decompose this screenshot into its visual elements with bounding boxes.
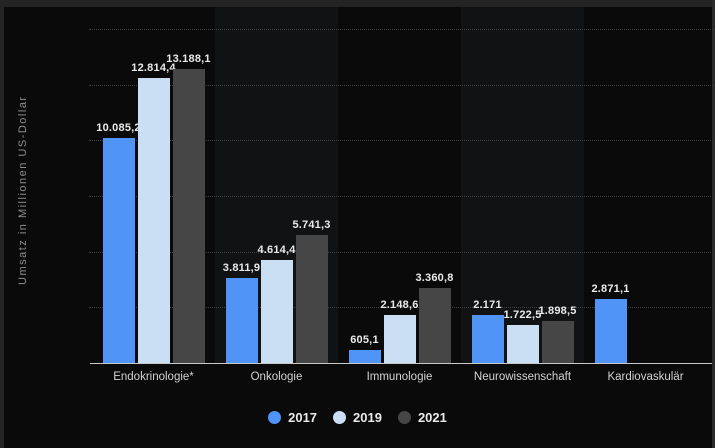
bar-2017-1[interactable] — [225, 278, 258, 363]
frame-left-edge — [0, 0, 4, 448]
value-label: 4.614,4 — [257, 244, 296, 257]
value-label: 3.811,9 — [222, 262, 261, 275]
bar-2017-3[interactable] — [471, 314, 504, 363]
bar-2019-0[interactable] — [137, 77, 170, 363]
value-label: 10.085,2 — [96, 122, 141, 135]
category-label: Endokrinologie* — [113, 371, 194, 383]
bar-2021-1[interactable] — [295, 235, 328, 363]
gridline — [89, 29, 713, 30]
gridline — [89, 196, 713, 197]
legend-label: 2019 — [353, 409, 382, 425]
legend-swatch-icon — [333, 410, 347, 424]
legend-item-2021[interactable]: 2021 — [397, 409, 447, 425]
frame-top-edge — [0, 0, 715, 7]
legend: 2017 2019 2021 — [0, 405, 715, 429]
legend-label: 2017 — [288, 409, 318, 425]
frame-right-edge — [712, 0, 715, 448]
legend-label: 2021 — [417, 409, 447, 425]
category-band — [461, 7, 584, 363]
gridline — [89, 84, 713, 86]
gridline — [89, 307, 713, 309]
bar-2019-3[interactable] — [506, 324, 539, 363]
value-label: 12.814,4 — [131, 61, 176, 74]
bar-2019-2[interactable] — [383, 315, 416, 363]
category-label: Neurowissenschaft — [473, 371, 572, 383]
value-label: 2.871,1 — [591, 283, 630, 296]
y-axis-title: Umsatz in Millionen US-Dollar — [17, 95, 29, 285]
legend-item-2017[interactable]: 2017 — [268, 410, 317, 425]
bar-2017-4[interactable] — [594, 299, 627, 363]
legend-swatch-icon — [268, 410, 282, 424]
value-label: 5.741,3 — [292, 219, 331, 232]
legend-swatch-icon — [397, 410, 411, 424]
legend-item-2019[interactable]: 2019 — [333, 410, 382, 425]
category-label: Onkologie — [250, 371, 303, 383]
x-axis-line — [90, 363, 712, 364]
value-label: 605,1 — [350, 333, 379, 346]
bar-2021-2[interactable] — [418, 288, 451, 363]
bar-2021-0[interactable] — [172, 69, 205, 363]
bar-2017-2[interactable] — [348, 349, 381, 363]
value-label: 2.148,6 — [380, 299, 419, 312]
gridline — [89, 140, 713, 142]
bar-2017-0[interactable] — [102, 138, 135, 363]
category-label: Kardiovaskulär — [607, 371, 684, 383]
value-label: 1.898,5 — [538, 304, 577, 317]
value-label: 13.188,1 — [166, 53, 211, 66]
bar-2019-1[interactable] — [260, 260, 293, 363]
value-label: 1.722,5 — [503, 308, 542, 321]
value-label: 2.171 — [473, 298, 502, 311]
value-label: 3.360,8 — [415, 272, 454, 285]
category-label: Immunologie — [366, 371, 433, 383]
bar-2021-3[interactable] — [541, 320, 574, 363]
gridline — [89, 251, 713, 253]
